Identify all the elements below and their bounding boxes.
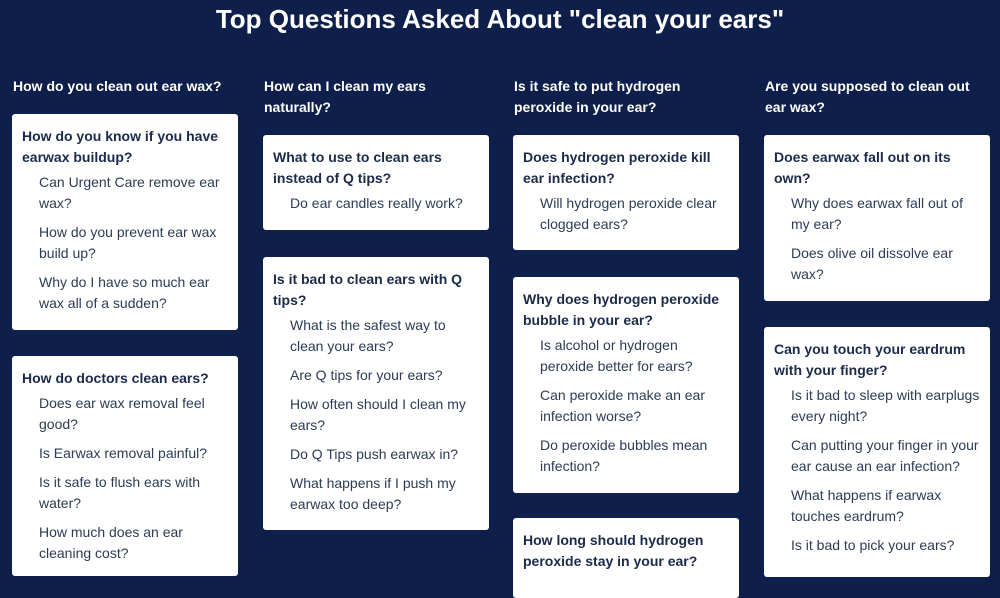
list-item[interactable]: Can peroxide make an ear infection worse…: [540, 387, 705, 424]
list-item[interactable]: How often should I clean my ears?: [290, 396, 466, 433]
card-title[interactable]: Can you touch your eardrum with your fin…: [774, 341, 966, 378]
card-title[interactable]: Does earwax fall out on its own?: [774, 149, 951, 186]
list-item[interactable]: Is it bad to sleep with earplugs every n…: [791, 387, 980, 424]
column-heading[interactable]: Is it safe to put hydrogen peroxide in y…: [514, 78, 681, 115]
card-title[interactable]: How long should hydrogen peroxide stay i…: [523, 532, 704, 569]
list-item[interactable]: Does ear wax removal feel good?: [39, 395, 205, 432]
card-title[interactable]: Is it bad to clean ears with Q tips?: [273, 271, 463, 308]
list-item[interactable]: Do peroxide bubbles mean infection?: [540, 437, 708, 474]
list-item[interactable]: Do Q Tips push earwax in?: [290, 446, 459, 462]
list-item[interactable]: What happens if I push my earwax too dee…: [290, 475, 456, 512]
list-item[interactable]: Is Earwax removal painful?: [39, 445, 208, 461]
question-card: How do doctors clean ears? Does ear wax …: [12, 356, 238, 576]
card-title[interactable]: How do doctors clean ears?: [22, 370, 209, 386]
list-item[interactable]: Do ear candles really work?: [290, 195, 463, 211]
list-item[interactable]: Is it safe to flush ears with water?: [39, 474, 201, 511]
question-card: Can you touch your eardrum with your fin…: [764, 327, 990, 577]
question-card: Is it bad to clean ears with Q tips? Wha…: [263, 257, 489, 530]
card-title[interactable]: Does hydrogen peroxide kill ear infectio…: [523, 149, 711, 186]
list-item[interactable]: What happens if earwax touches eardrum?: [791, 487, 942, 524]
list-item[interactable]: What is the safest way to clean your ear…: [290, 317, 446, 354]
column-heading[interactable]: How can I clean my ears naturally?: [264, 78, 426, 115]
list-item[interactable]: Can putting your finger in your ear caus…: [791, 437, 979, 474]
card-title[interactable]: Why does hydrogen peroxide bubble in you…: [523, 291, 720, 328]
card-title[interactable]: What to use to clean ears instead of Q t…: [273, 149, 442, 186]
list-item[interactable]: Why does earwax fall out of my ear?: [791, 195, 963, 232]
list-item[interactable]: Are Q tips for your ears?: [290, 367, 443, 383]
list-item[interactable]: Is it bad to pick your ears?: [791, 537, 955, 553]
question-card: Does hydrogen peroxide kill ear infectio…: [513, 135, 739, 250]
list-item[interactable]: Is alcohol or hydrogen peroxide better f…: [540, 337, 693, 374]
list-item[interactable]: How much does an ear cleaning cost?: [39, 524, 183, 561]
question-card: Why does hydrogen peroxide bubble in you…: [513, 277, 739, 493]
card-title[interactable]: How do you know if you have earwax build…: [22, 128, 219, 165]
column-1: How do you clean out ear wax?: [12, 76, 238, 97]
list-item[interactable]: Will hydrogen peroxide clear clogged ear…: [540, 195, 717, 232]
column-3: Is it safe to put hydrogen peroxide in y…: [513, 76, 739, 118]
list-item[interactable]: Why do I have so much ear wax all of a s…: [39, 274, 210, 311]
list-item[interactable]: Can Urgent Care remove ear wax?: [39, 174, 220, 211]
question-card: What to use to clean ears instead of Q t…: [263, 135, 489, 230]
list-item[interactable]: How do you prevent ear wax build up?: [39, 224, 217, 261]
column-heading[interactable]: How do you clean out ear wax?: [13, 78, 222, 94]
question-card: How do you know if you have earwax build…: [12, 114, 238, 330]
question-card: Does earwax fall out on its own? Why doe…: [764, 135, 990, 301]
list-item[interactable]: Does olive oil dissolve ear wax?: [791, 245, 953, 282]
column-2: How can I clean my ears naturally?: [263, 76, 489, 118]
column-4: Are you supposed to clean out ear wax?: [764, 76, 990, 118]
question-card: How long should hydrogen peroxide stay i…: [513, 518, 739, 598]
column-heading[interactable]: Are you supposed to clean out ear wax?: [765, 78, 970, 115]
page-title: Top Questions Asked About "clean your ea…: [215, 4, 785, 34]
